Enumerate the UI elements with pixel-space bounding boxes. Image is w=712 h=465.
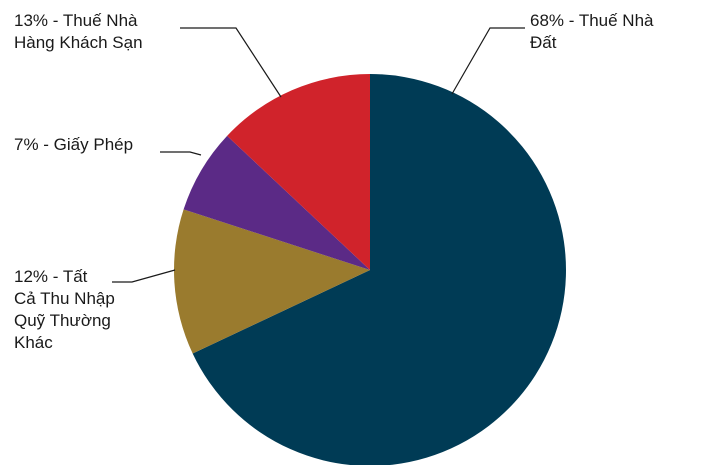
slice-label-khac-line2: Cả Thu Nhập — [14, 289, 115, 308]
pie-slice-0 — [192, 74, 566, 465]
slice-label-giay-phep-line1: 7% - Giấy Phép — [14, 135, 134, 154]
pie-slice-2 — [183, 135, 370, 270]
pie-slices — [174, 74, 566, 465]
slice-label-giay-phep: 7% - Giấy Phép — [14, 134, 133, 156]
slice-label-khac-line4: Khác — [14, 333, 53, 352]
pie-slice-1 — [174, 209, 370, 354]
leader-line-khac — [112, 269, 176, 283]
pie-slice-3 — [227, 74, 370, 270]
slice-label-nha-hang-line1: 13% - Thuế Nhà — [14, 11, 138, 30]
slice-label-khac: 12% - Tất Cả Thu Nhập Quỹ Thường Khác — [14, 266, 115, 354]
slice-label-khac-line1: 12% - Tất — [14, 267, 88, 286]
slice-label-nha-hang: 13% - Thuế Nhà Hàng Khách Sạn — [14, 10, 143, 54]
slice-label-nha-hang-line2: Hàng Khách Sạn — [14, 33, 143, 52]
slice-label-khac-line3: Quỹ Thường — [14, 311, 111, 330]
slice-label-nha-dat-line2: Đất — [530, 33, 557, 52]
leader-line-nha-dat — [451, 27, 525, 95]
slice-label-nha-dat-line1: 68% - Thuế Nhà — [530, 11, 654, 30]
leader-line-giay-phep — [160, 151, 202, 156]
slice-label-nha-dat: 68% - Thuế Nhà Đất — [530, 10, 653, 54]
leader-line-nha-hang — [180, 27, 282, 98]
leader-lines — [112, 27, 525, 283]
